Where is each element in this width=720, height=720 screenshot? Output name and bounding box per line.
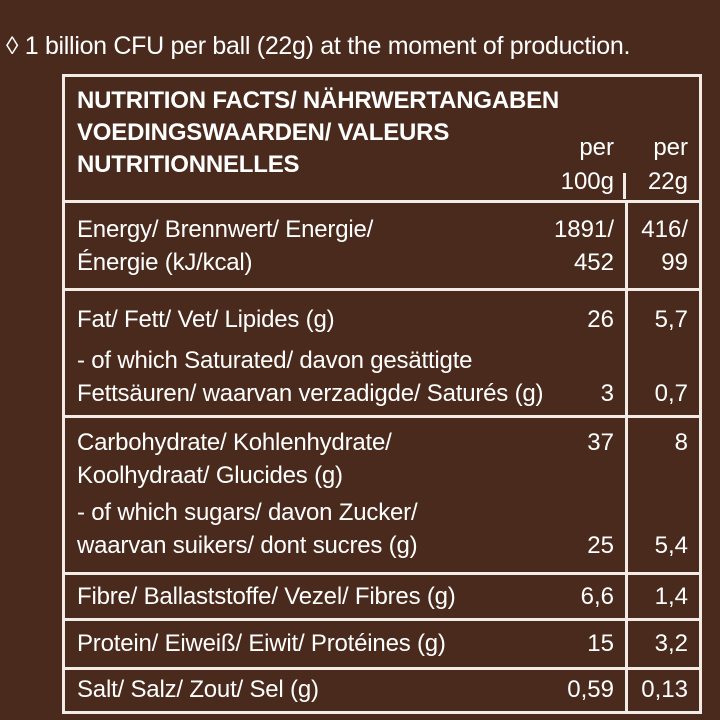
value-per-100g: 37 [587, 429, 614, 456]
row-label: Fibre/ Ballaststoffe/ Vezel/ Fibres (g) [77, 583, 456, 610]
row-protein: Protein/ Eiweiß/ Eiwit/ Protéines (g) 15… [65, 621, 699, 670]
row-fibre: Fibre/ Ballaststoffe/ Vezel/ Fibres (g) … [65, 575, 699, 621]
row-energy: Energy/ Brennwert/ Energie/ Énergie (kJ/… [65, 203, 699, 291]
row-label: Energy/ Brennwert/ Energie/ Énergie (kJ/… [77, 216, 374, 276]
value-per-22g: 0,13 [641, 676, 688, 703]
row-salt: Salt/ Salz/ Zout/ Sel (g) 0,59 0,13 [65, 670, 699, 711]
column-header-per-22g: per 22g [647, 134, 688, 195]
row-fat: Fat/ Fett/ Vet/ Lipides (g) 26 5,7 - of … [65, 291, 699, 418]
value-per-22g: 1,4 [654, 583, 688, 610]
nutrition-table-header: NUTRITION FACTS/ NÄHRWERTANGABEN VOEDING… [65, 77, 699, 203]
row-label: Fat/ Fett/ Vet/ Lipides (g) [77, 306, 335, 333]
header-column-divider [623, 173, 626, 199]
value-per-22g-saturates: 0,7 [654, 380, 688, 407]
row-label: Protein/ Eiweiß/ Eiwit/ Protéines (g) [77, 630, 446, 657]
column-divider [625, 621, 628, 667]
value-per-22g-sugars: 5,4 [654, 532, 688, 559]
value-per-100g: 26 [587, 306, 614, 333]
column-divider [625, 203, 628, 288]
row-carbohydrate: Carbohydrate/ Kohlenhydrate/ Koolhydraat… [65, 418, 699, 575]
column-divider [625, 418, 628, 572]
row-label: Salt/ Salz/ Zout/ Sel (g) [77, 676, 319, 703]
value-per-100g-sugars: 25 [587, 532, 614, 559]
value-per-100g: 6,6 [580, 583, 614, 610]
value-per-22g: 8 [674, 429, 688, 456]
value-per-100g: 15 [587, 630, 614, 657]
column-divider [625, 291, 628, 415]
production-footnote: ◊ 1 billion CFU per ball (22g) at the mo… [6, 32, 631, 60]
column-divider [625, 670, 628, 711]
value-per-100g: 0,59 [567, 676, 614, 703]
nutrition-table: NUTRITION FACTS/ NÄHRWERTANGABEN VOEDING… [62, 74, 702, 714]
row-label-sugars: - of which sugars/ davon Zucker/ waarvan… [77, 499, 418, 559]
column-divider [625, 575, 628, 618]
value-per-22g: 5,7 [654, 306, 688, 333]
table-title: NUTRITION FACTS/ NÄHRWERTANGABEN VOEDING… [77, 87, 560, 178]
value-per-22g: 3,2 [654, 630, 688, 657]
row-label: Carbohydrate/ Kohlenhydrate/ Koolhydraat… [77, 429, 392, 489]
value-per-100g: 1891/ 452 [553, 216, 614, 276]
column-header-per-100g: per 100g [560, 134, 614, 195]
value-per-100g-saturates: 3 [600, 380, 614, 407]
value-per-22g: 416/ 99 [641, 216, 688, 276]
row-label-saturates: - of which Saturated/ davon gesättigte F… [77, 347, 544, 407]
